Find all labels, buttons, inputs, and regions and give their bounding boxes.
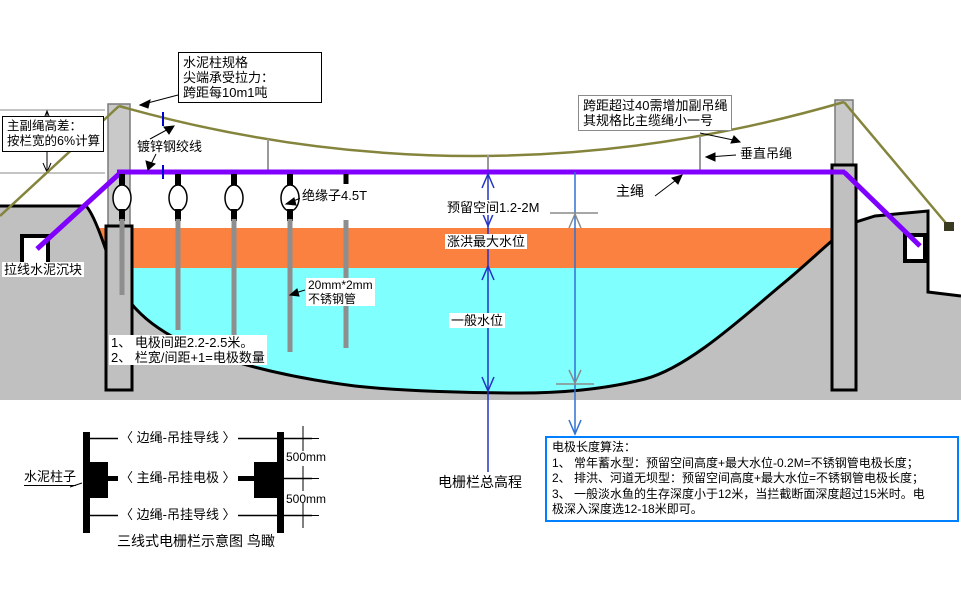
- birdseye-dim-upper: 500mm: [286, 450, 327, 464]
- fence-elevation-label: 电栅栏总高程: [438, 474, 522, 490]
- arrowhead: [704, 152, 716, 162]
- birdseye-wire-bottom-label: 〈 边绳-吊挂导线 〉: [118, 507, 238, 522]
- rope-diff-line2: 按栏宽的6%计算: [7, 134, 101, 148]
- rope-height-ref-lines: [0, 109, 105, 174]
- algo-line1: 1、 常年蓄水型：预留空间高度+最大水位-0.2M=不锈钢管电极长度；: [552, 455, 919, 470]
- birdseye-post-label: 水泥柱子: [24, 469, 77, 486]
- cable-end-anchor: [944, 222, 954, 231]
- ground: [0, 206, 961, 400]
- algo-line4: 极深入深度选12-18米即可。: [552, 502, 703, 516]
- electrode-notes: 1、 电极间距2.2-2.5米。 2、 栏宽/间距+1=电极数量: [109, 335, 267, 365]
- main-rope: [35, 169, 922, 251]
- birdseye-dim-crosses: [287, 426, 319, 528]
- reserved-space-label: 预留空间1.2-2M: [445, 200, 542, 215]
- electrode-note-1: 1、 电极间距2.2-2.5米。: [111, 335, 254, 350]
- algo-line3: 3、 一般淡水鱼的生存深度小于12米，当拦截断面深度超过15米时。电: [552, 486, 925, 501]
- vertical-rope-label: 垂直吊绳: [740, 146, 793, 161]
- birdseye-caption: 三线式电栅栏示意图 鸟瞰: [117, 533, 275, 549]
- span-rule-line1: 跨距超过40需增加副吊绳: [583, 98, 728, 113]
- birdseye-wire-top-label: 〈 边绳-吊挂导线 〉: [118, 430, 238, 445]
- pipe-spec-line2: 不锈钢管: [308, 292, 357, 306]
- electrode-note-2: 2、 栏宽/间距+1=电极数量: [111, 350, 265, 365]
- flood-level-label: 涨洪最大水位: [445, 234, 528, 249]
- arrowhead: [671, 174, 683, 185]
- post-spec-line1: 水泥柱规格: [183, 55, 249, 70]
- anchor-block-label: 拉线水泥沉块: [2, 262, 85, 277]
- electrode-assembly: [168, 174, 188, 330]
- vertical-hanger-lines: [267, 136, 701, 172]
- span-rule-note: 跨距超过40需增加副吊绳 其规格比主缆绳小一号: [578, 95, 733, 131]
- water: [112, 268, 800, 393]
- arrowhead: [288, 288, 300, 297]
- insulator-label: 绝缘子4.5T: [300, 188, 370, 203]
- post-spec-note: 水泥柱规格 尖端承受拉力： 跨距每10m1吨: [178, 52, 322, 103]
- leader-arrows: [69, 94, 742, 488]
- electrode-assembly: [112, 174, 132, 295]
- algo-line2: 2、 排洪、河道无坝型：预留空间高度+最大水位=不锈钢管电极长度；: [552, 471, 925, 485]
- birdseye-post-block: [84, 462, 108, 498]
- galvanized-wire-label: 镀锌钢绞线: [137, 139, 203, 154]
- anchor-block-right: [903, 233, 927, 263]
- right-post: [830, 99, 858, 392]
- post-spec-line3: 跨距每10m1吨: [183, 85, 268, 100]
- arrowhead: [138, 99, 151, 109]
- rope-diff-note: 主副绳高差： 按栏宽的6%计算: [2, 116, 104, 152]
- birdseye-wire-mid-label: 〈 主绳-吊挂电极 〉: [118, 470, 238, 485]
- electrode-length-algorithm: 电极长度算法： 1、 常年蓄水型：预留空间高度+最大水位-0.2M=不锈钢管电极…: [545, 436, 959, 522]
- gray-dim-marks: [550, 212, 598, 385]
- arrowhead: [163, 125, 175, 135]
- algo-title: 电极长度算法：: [552, 440, 637, 454]
- post-spec-line2: 尖端承受拉力：: [183, 70, 275, 85]
- electrode-assembly: [224, 174, 244, 346]
- normal-level-label: 一般水位: [449, 313, 506, 328]
- arrowhead: [145, 160, 156, 171]
- pipe-spec-line1: 20mm*2mm: [308, 278, 373, 292]
- birdseye-post-bar: [277, 432, 284, 533]
- rope-diff-line1: 主副绳高差：: [7, 119, 83, 133]
- arrowhead: [730, 135, 742, 144]
- main-rope-label: 主绳: [616, 183, 644, 199]
- pipe-spec-label: 20mm*2mm 不锈钢管: [306, 278, 375, 306]
- birdseye-dim-lower: 500mm: [286, 492, 327, 506]
- birdseye-post-block: [254, 462, 278, 498]
- span-rule-line2: 其规格比主缆绳小一号: [583, 113, 714, 128]
- arrowhead: [284, 197, 297, 206]
